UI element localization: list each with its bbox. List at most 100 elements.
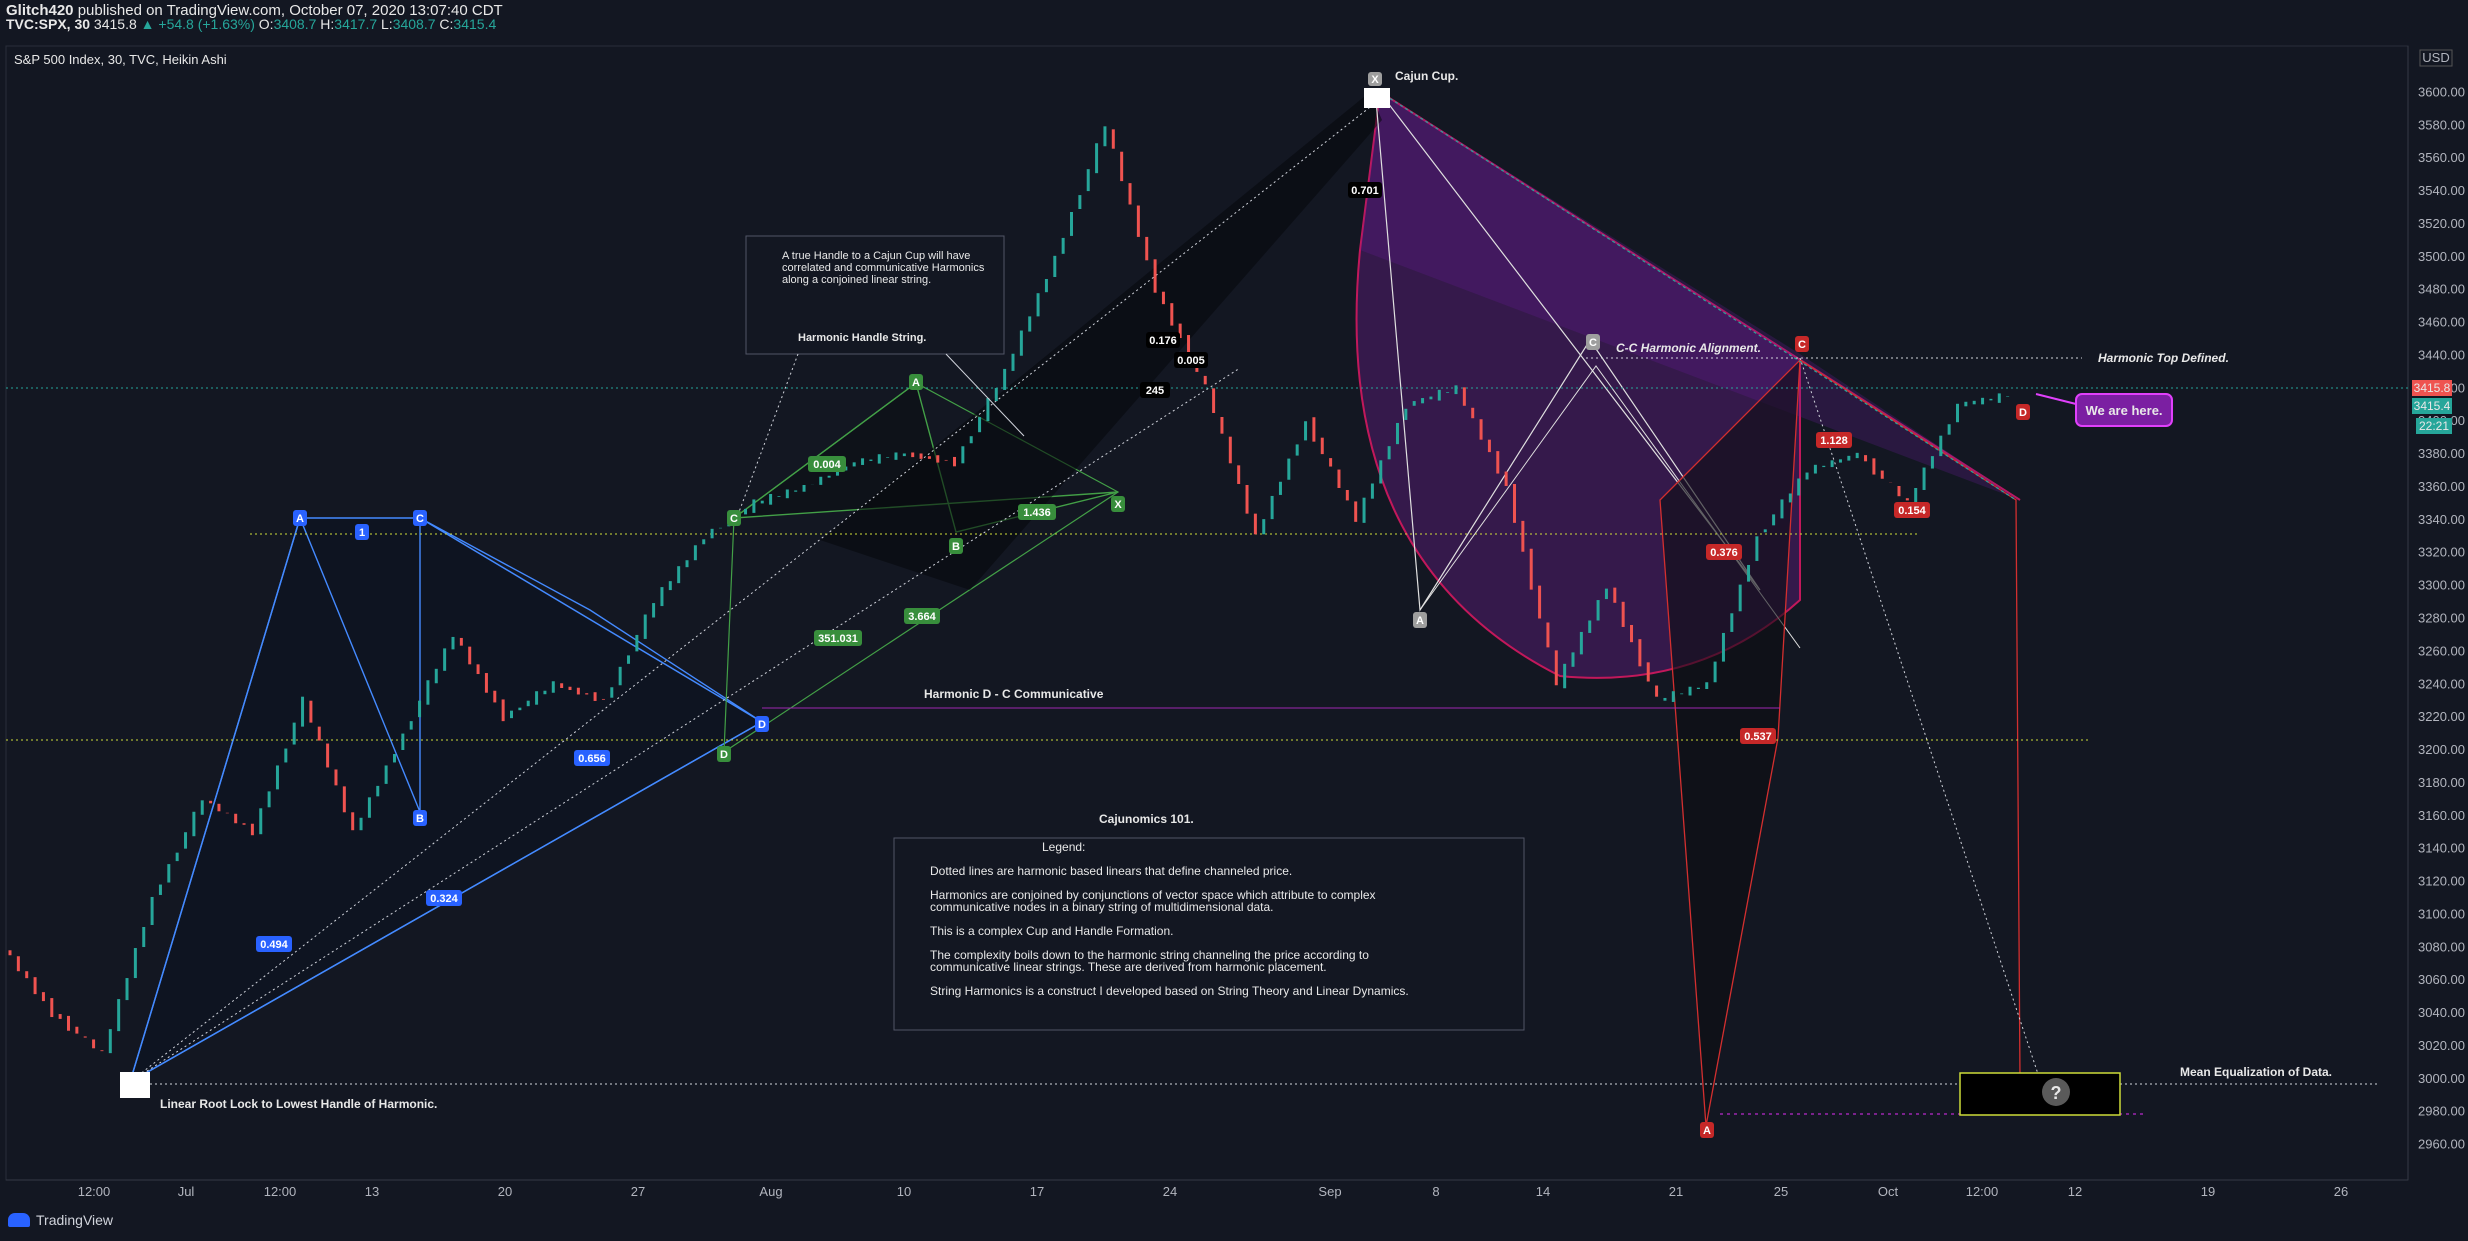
legend-box-sub: Legend: [1042, 840, 1085, 854]
x-tick-label: 21 [1669, 1184, 1683, 1199]
point-marker: D [2019, 407, 2027, 419]
handle-arrow [945, 353, 1025, 437]
legend-box-title: Cajunomics 101. [1099, 812, 1194, 826]
legend-line-7: String Harmonics is a construct I develo… [930, 984, 1409, 998]
y-tick-label: 3580.00 [2418, 117, 2465, 132]
cc-alignment-label: C-C Harmonic Alignment. [1616, 341, 1761, 355]
dotted-top-drop [1799, 357, 2041, 1081]
y-tick-label: 3340.00 [2418, 512, 2465, 527]
y-tick-label: 3280.00 [2418, 611, 2465, 626]
cup-top-marker [1364, 88, 1390, 108]
top-defined-label: Harmonic Top Defined. [2098, 351, 2229, 365]
y-tick-label: 3360.00 [2418, 479, 2465, 494]
close-value: 3415.4 [453, 16, 497, 32]
x-tick-label: 14 [1536, 1184, 1550, 1199]
cajunomics-legend-box [893, 837, 1525, 1031]
dotted-linear-1 [129, 103, 1375, 1083]
x-tick-label: 12:00 [264, 1184, 297, 1199]
point-marker: X [1371, 74, 1379, 86]
y-tick-label: 3160.00 [2418, 808, 2465, 823]
currency-label: USD [2422, 50, 2449, 65]
x-tick-label: Aug [759, 1184, 782, 1199]
y-tick-label: 3220.00 [2418, 709, 2465, 724]
legend-line-6: communicative linear strings. These are … [930, 960, 1327, 974]
root-lock-label: Linear Root Lock to Lowest Handle of Har… [160, 1097, 437, 1111]
legend-line-5: The complexity boils down to the harmoni… [930, 948, 1369, 962]
y-tick-label: 3520.00 [2418, 216, 2465, 231]
question-icon [2042, 1078, 2070, 1106]
y-tick-label: 3600.00 [2418, 84, 2465, 99]
point-marker: A [1416, 615, 1424, 627]
x-tick-label: 8 [1432, 1184, 1439, 1199]
y-tick-label: 3300.00 [2418, 578, 2465, 593]
close-price-tag-bg [2412, 398, 2452, 414]
root-marker [120, 1072, 150, 1098]
open-value: 3408.7 [273, 16, 317, 32]
ratio-tag: 0.537 [1744, 731, 1772, 743]
y-tick-label: 3180.00 [2418, 775, 2465, 790]
x-tick-label: 12:00 [1966, 1184, 1999, 1199]
y-tick-label: 2980.00 [2418, 1104, 2465, 1119]
up-arrow-icon: ▲ [140, 16, 155, 32]
last-price: 3415.8 [93, 16, 137, 32]
y-tick-label: 3380.00 [2418, 446, 2465, 461]
x-tick-label: Jul [178, 1184, 195, 1199]
point-marker: C [416, 513, 424, 525]
ratio-tags: 0.494 0.324 0.656 351.031 3.664 1.436 0.… [256, 182, 1930, 952]
y-tick-label: 3440.00 [2418, 347, 2465, 362]
published-text: published on TradingView.com, October 07… [77, 2, 503, 19]
price-change: +54.8 (+1.63%) [158, 16, 255, 32]
low-value: 3408.7 [392, 16, 436, 32]
currency-box [2419, 49, 2453, 67]
point-marker: A [1703, 1125, 1711, 1137]
chart-legend: S&P 500 Index, 30, TVC, Heikin Ashi [14, 52, 227, 67]
time-axis[interactable]: 12:00 Jul 12:00 13 20 27 Aug 10 17 24 Sep 8 14 21 25 Oc… [78, 1184, 2349, 1199]
x-tick-label: 13 [365, 1184, 379, 1199]
ratio-tag: 0.004 [813, 459, 841, 471]
author-name[interactable]: Glitch420 [6, 2, 74, 19]
point-marker: B [952, 541, 960, 553]
cup-overlay [1360, 92, 2020, 500]
legend-line-1: Dotted lines are harmonic based linears … [930, 864, 1292, 878]
blue-harmonic-shape [128, 517, 764, 1084]
close-price-tag: 3415.4 [2414, 399, 2451, 413]
ratio-tag: 0.005 [1177, 355, 1205, 367]
y-tick-label: 3320.00 [2418, 545, 2465, 560]
mean-eq-label: Mean Equalization of Data. [2180, 1065, 2332, 1079]
x-tick-label: 27 [631, 1184, 645, 1199]
projection-box [1959, 1072, 2121, 1116]
dc-communicative-label: Harmonic D - C Communicative [924, 687, 1104, 701]
point-markers: A C 1 B D A C B D X C D A A C X [293, 72, 2030, 1138]
price-axis[interactable]: 2960.00 2980.00 3000.00 3020.00 3040.00 3060.… [2418, 84, 2465, 1151]
point-marker: 1 [359, 527, 365, 539]
point-marker: D [720, 749, 728, 761]
handle-string-label: Harmonic Handle String. [798, 332, 926, 344]
brand-text: TradingView [36, 1212, 114, 1228]
x-tick-label: 25 [1774, 1184, 1788, 1199]
x-tick-label: 10 [897, 1184, 911, 1199]
y-tick-label: 3020.00 [2418, 1038, 2465, 1053]
symbol-line: TVC:SPX, 30 3415.8 ▲ +54.8 (+1.63%) O:34… [6, 16, 496, 32]
ratio-tag: 0.656 [578, 753, 606, 765]
x-tick-label: 12 [2068, 1184, 2082, 1199]
tradingview-brand[interactable]: TradingView [8, 1212, 113, 1228]
handle-note-box [745, 235, 1005, 355]
ratio-tag: 0.376 [1710, 547, 1738, 559]
point-marker: C [1798, 339, 1806, 351]
y-tick-label: 3480.00 [2418, 282, 2465, 297]
handle-note-text: A true Handle to a Cajun Cup will have c… [782, 250, 985, 286]
point-marker: X [1114, 499, 1122, 511]
point-marker: B [416, 813, 424, 825]
last-price-tag: 3415.8 [2414, 381, 2451, 395]
ratio-tag: 0.701 [1351, 185, 1379, 197]
point-marker: C [730, 513, 738, 525]
y-tick-label: 3460.00 [2418, 315, 2465, 330]
legend-line-2: Harmonics are conjoined by conjunctions … [930, 888, 1376, 902]
symbol[interactable]: TVC:SPX, 30 [6, 16, 91, 32]
we-are-here-pointer [2035, 393, 2077, 405]
ratio-tag: 0.494 [260, 939, 288, 951]
handle-note-text-wrap: A true Handle to a Cajun Cup will have c… [782, 250, 985, 286]
tradingview-logo-icon [8, 1213, 30, 1227]
x-tick-label: Sep [1318, 1184, 1341, 1199]
